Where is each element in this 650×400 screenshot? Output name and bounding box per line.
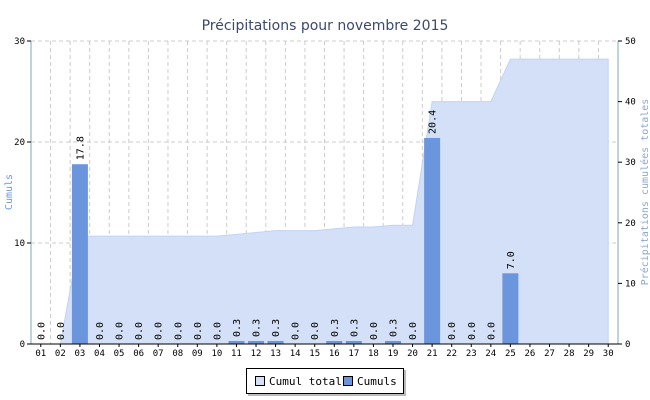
bar-25 [502, 273, 519, 344]
data-label-14: 0.0 [291, 322, 302, 340]
data-label-19: 0.3 [388, 319, 399, 337]
x-tick-label-11: 11 [231, 349, 242, 359]
y-right-tick-label: 40 [625, 98, 636, 108]
bar-03 [71, 164, 88, 344]
data-label-17: 0.3 [349, 319, 360, 337]
data-label-09: 0.0 [193, 322, 204, 340]
data-label-24: 0.0 [486, 322, 497, 340]
legend-swatch-cumul-total [255, 376, 265, 386]
y-right-tick-label: 50 [625, 37, 636, 47]
legend-item-cumuls: Cumuls [343, 375, 397, 388]
data-label-08: 0.0 [173, 322, 184, 340]
x-tick-label-06: 06 [133, 349, 144, 359]
x-tick-label-19: 19 [388, 349, 399, 359]
data-label-21: 20.4 [428, 110, 439, 134]
y-axis-left-label: Cumuls [4, 174, 15, 210]
bar-16 [326, 340, 343, 344]
y-right-tick-label: 20 [625, 219, 636, 229]
legend-label-cumul-total: Cumul total [269, 375, 342, 388]
x-tick-label-17: 17 [348, 349, 359, 359]
data-label-05: 0.0 [115, 322, 126, 340]
legend-label-cumuls: Cumuls [357, 375, 397, 388]
x-tick-label-14: 14 [290, 349, 301, 359]
tick-labels: 0 10 20 30 0 10 20 30 40 50 01 02 03 04 05 06 07 08 09 10 11… [14, 37, 636, 359]
data-label-15: 0.0 [310, 322, 321, 340]
x-tick-label-27: 27 [544, 349, 555, 359]
data-label-06: 0.0 [134, 322, 145, 340]
x-tick-label-20: 20 [407, 349, 418, 359]
y-left-tick-label: 30 [14, 37, 25, 47]
x-tick-label-10: 10 [211, 349, 222, 359]
legend-swatch-cumuls [343, 376, 353, 386]
legend-item-cumul-total: Cumul total [255, 375, 342, 388]
x-tick-label-13: 13 [270, 349, 281, 359]
data-label-20: 0.0 [408, 322, 419, 340]
data-label-18: 0.0 [369, 322, 380, 340]
bar-21 [424, 137, 441, 344]
x-tick-label-28: 28 [564, 349, 575, 359]
y-axis-right-label: Précipitations cumulées totales [639, 99, 650, 286]
x-tick-label-03: 03 [74, 349, 85, 359]
axes [27, 40, 622, 347]
data-label-04: 0.0 [95, 322, 106, 340]
x-tick-label-08: 08 [172, 349, 183, 359]
x-tick-label-23: 23 [466, 349, 477, 359]
x-tick-label-24: 24 [485, 349, 496, 359]
x-tick-label-21: 21 [427, 349, 438, 359]
bar-19 [384, 340, 401, 344]
chart-title: Précipitations pour novembre 2015 [202, 18, 449, 34]
x-tick-label-26: 26 [525, 349, 536, 359]
cumuls-bars [71, 137, 519, 344]
y-left-tick-label: 10 [14, 239, 25, 249]
data-label-03: 17.8 [75, 136, 86, 160]
x-tick-label-02: 02 [55, 349, 66, 359]
data-labels: 0.0 0.0 17.8 0.0 0.0 0.0 0.0 0.0 0.0 0.0 0.3 0.3 0.3… [36, 110, 517, 340]
y-right-tick-label: 0 [625, 340, 630, 350]
x-tick-label-09: 09 [192, 349, 203, 359]
x-tick-label-04: 04 [94, 349, 105, 359]
x-tick-label-22: 22 [446, 349, 457, 359]
x-tick-label-05: 05 [114, 349, 125, 359]
data-label-13: 0.3 [271, 319, 282, 337]
bar-13 [267, 340, 284, 344]
legend: Cumul total Cumuls [246, 368, 404, 394]
data-label-02: 0.0 [56, 322, 67, 340]
y-left-tick-label: 0 [20, 340, 25, 350]
y-right-tick-label: 30 [625, 158, 636, 168]
x-tick-label-25: 25 [505, 349, 516, 359]
data-label-10: 0.0 [212, 322, 223, 340]
data-label-07: 0.0 [154, 322, 165, 340]
x-tick-label-15: 15 [309, 349, 320, 359]
bar-17 [345, 340, 362, 344]
y-left-tick-label: 20 [14, 138, 25, 148]
cumul-total-area-path [40, 58, 609, 345]
x-tick-label-30: 30 [603, 349, 614, 359]
data-label-16: 0.3 [330, 319, 341, 337]
y-right-tick-label: 10 [625, 279, 636, 289]
x-tick-label-29: 29 [583, 349, 594, 359]
x-tick-label-18: 18 [368, 349, 379, 359]
x-tick-label-07: 07 [153, 349, 164, 359]
x-tick-label-16: 16 [329, 349, 340, 359]
x-tick-label-01: 01 [35, 349, 46, 359]
x-tick-label-12: 12 [251, 349, 262, 359]
data-label-25: 7.0 [506, 251, 517, 269]
bar-12 [248, 340, 265, 344]
cumul-total-area [40, 58, 609, 345]
bar-11 [228, 340, 245, 344]
data-label-11: 0.3 [232, 319, 243, 337]
data-label-12: 0.3 [252, 319, 263, 337]
data-label-01: 0.0 [36, 322, 47, 340]
data-label-22: 0.0 [447, 322, 458, 340]
data-label-23: 0.0 [467, 322, 478, 340]
